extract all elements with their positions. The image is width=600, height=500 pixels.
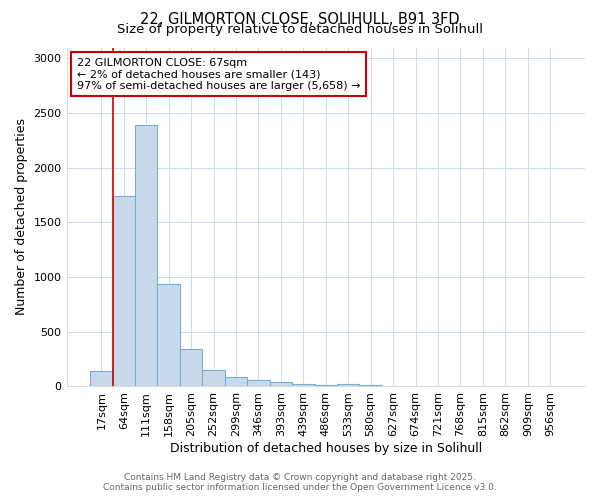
Bar: [202, 370, 225, 386]
Bar: [337, 384, 359, 386]
Bar: [269, 382, 292, 386]
X-axis label: Distribution of detached houses by size in Solihull: Distribution of detached houses by size …: [170, 442, 482, 455]
Bar: [90, 371, 113, 386]
Bar: [247, 380, 269, 386]
Bar: [225, 377, 247, 386]
Bar: [157, 284, 180, 387]
Bar: [314, 385, 337, 386]
Text: 22 GILMORTON CLOSE: 67sqm
← 2% of detached houses are smaller (143)
97% of semi-: 22 GILMORTON CLOSE: 67sqm ← 2% of detach…: [77, 58, 361, 91]
Bar: [113, 196, 135, 386]
Y-axis label: Number of detached properties: Number of detached properties: [15, 118, 28, 316]
Text: Size of property relative to detached houses in Solihull: Size of property relative to detached ho…: [117, 22, 483, 36]
Text: 22, GILMORTON CLOSE, SOLIHULL, B91 3FD: 22, GILMORTON CLOSE, SOLIHULL, B91 3FD: [140, 12, 460, 28]
Bar: [292, 384, 314, 386]
Bar: [180, 350, 202, 387]
Text: Contains HM Land Registry data © Crown copyright and database right 2025.
Contai: Contains HM Land Registry data © Crown c…: [103, 473, 497, 492]
Bar: [135, 125, 157, 386]
